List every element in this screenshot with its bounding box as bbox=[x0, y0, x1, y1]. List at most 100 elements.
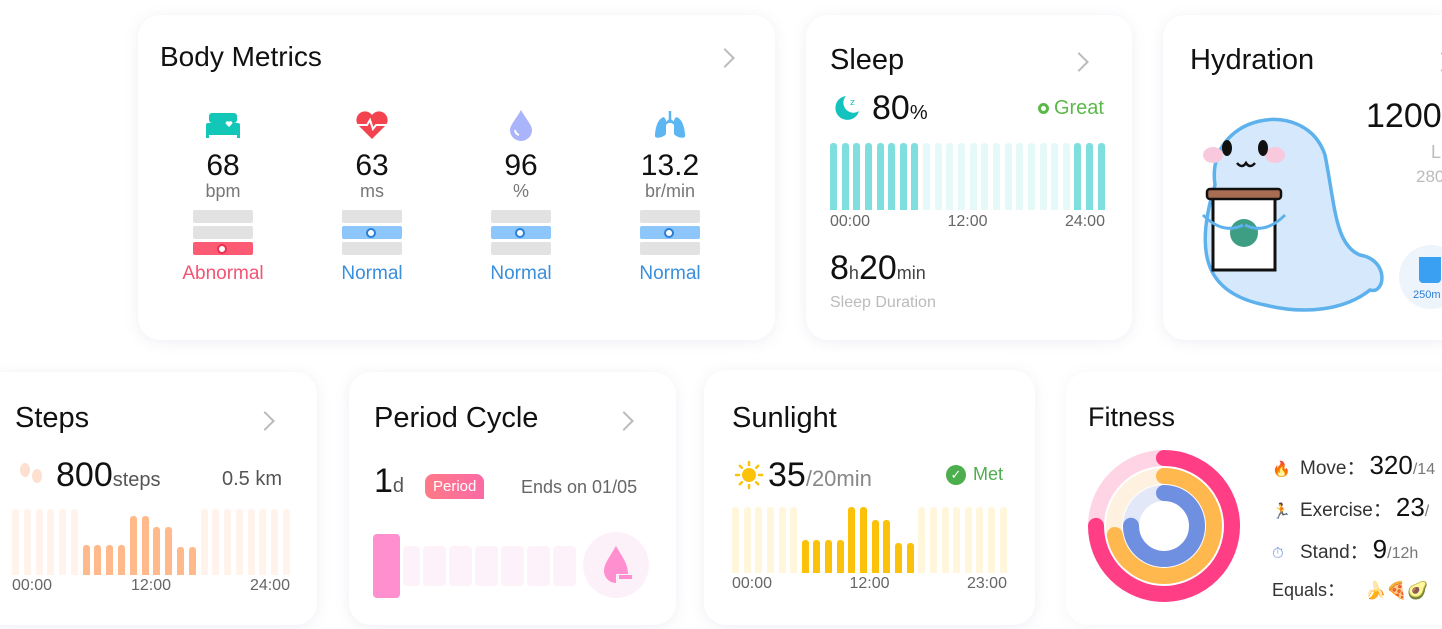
metric-value: 63 bbox=[355, 149, 389, 182]
metric-unit: ms bbox=[360, 181, 384, 201]
steps-bar bbox=[153, 527, 161, 575]
sunlight-bar bbox=[801, 540, 809, 573]
sunlight-bar bbox=[988, 507, 996, 573]
sunlight-bar bbox=[929, 507, 937, 573]
gauge-segment bbox=[640, 226, 700, 239]
period-day-1 bbox=[373, 534, 400, 598]
hydration-unit: L bbox=[1431, 142, 1442, 162]
sunlight-bar bbox=[964, 507, 972, 573]
food-icons: 🍌🍕🥑 bbox=[1365, 581, 1429, 600]
sleep-hours: 8 bbox=[830, 249, 849, 287]
x-tick-label: 00:00 bbox=[830, 213, 871, 230]
gauge-segment bbox=[491, 242, 551, 255]
sleep-bar bbox=[899, 143, 907, 210]
sleep-bar bbox=[1039, 143, 1047, 210]
metric-gauge bbox=[491, 210, 551, 255]
card-title: Sunlight bbox=[732, 402, 837, 434]
steps-bar bbox=[82, 545, 90, 575]
metric-item: 63 ms Normal bbox=[312, 105, 432, 285]
sleep-bar bbox=[1086, 143, 1094, 210]
steps-count: 800steps bbox=[56, 456, 161, 495]
metric-status: Normal bbox=[490, 263, 552, 284]
sleep-rating: Great bbox=[1037, 97, 1104, 120]
sunlight-bar bbox=[766, 507, 774, 573]
add-250ml-button[interactable]: 250m bbox=[1399, 245, 1442, 309]
sunlight-bar bbox=[906, 543, 914, 573]
chevron-right-icon[interactable] bbox=[715, 48, 735, 68]
sleep-bar bbox=[958, 143, 966, 210]
chevron-right-icon[interactable] bbox=[1432, 52, 1442, 72]
sunlight-bar bbox=[732, 507, 739, 573]
fitness-value: 23 bbox=[1395, 492, 1425, 522]
sleep-score-unit: % bbox=[909, 102, 928, 124]
metric-item: 96 % Normal bbox=[461, 105, 581, 285]
sleep-bar bbox=[1051, 143, 1059, 210]
sunlight-minutes: 35 bbox=[768, 456, 806, 494]
chevron-right-icon[interactable] bbox=[1069, 52, 1089, 72]
metric-unit: br/min bbox=[644, 181, 695, 201]
sun-icon bbox=[734, 460, 764, 490]
sleep-bar bbox=[1016, 143, 1024, 210]
steps-bar bbox=[247, 509, 255, 575]
fitness-value: 9 bbox=[1372, 534, 1388, 564]
sunlight-status-label: Met bbox=[973, 464, 1004, 484]
metric-gauge bbox=[342, 210, 402, 255]
gauge-segment bbox=[342, 210, 402, 223]
metric-unit: % bbox=[512, 181, 529, 201]
sunlight-bar bbox=[813, 540, 821, 573]
sleep-score-value: 80 bbox=[872, 89, 910, 127]
metric-value: 13.2 bbox=[640, 149, 700, 182]
steps-bar bbox=[23, 509, 31, 575]
sleep-bar bbox=[841, 143, 849, 210]
steps-bar bbox=[118, 545, 126, 575]
fitness-card[interactable]: Fitness 🔥 Move： 320 /14 🏃 Exercise： 23 /… bbox=[1066, 372, 1442, 625]
sunlight-status: ✓ Met bbox=[946, 464, 1003, 485]
sleep-score: 80% bbox=[872, 89, 928, 128]
x-tick-label: 23:00 bbox=[966, 575, 1007, 592]
fitness-row: 🔥 Move： 320 /14 bbox=[1272, 450, 1435, 481]
sleep-card[interactable]: Sleep z 80% Great 00:00 12:00 24:00 8h20mi… bbox=[806, 15, 1132, 340]
sunlight-bar bbox=[953, 507, 961, 573]
metric-status: Abnormal bbox=[182, 263, 264, 284]
fitness-row: 🏃 Exercise： 23 / bbox=[1272, 492, 1429, 523]
period-days-value: 1 bbox=[374, 462, 393, 500]
metric-unit: bpm bbox=[205, 181, 241, 201]
x-tick-label: 00:00 bbox=[12, 577, 53, 594]
check-circle-icon: ✓ bbox=[946, 464, 966, 485]
card-title: Period Cycle bbox=[374, 402, 539, 434]
sunlight-goal: /20min bbox=[805, 466, 872, 491]
metric-status: Normal bbox=[639, 263, 701, 284]
sleep-bar bbox=[981, 143, 989, 210]
chevron-right-icon[interactable] bbox=[614, 411, 634, 431]
sleep-bar bbox=[946, 143, 954, 210]
steps-bar bbox=[282, 509, 290, 575]
sleep-bar bbox=[969, 143, 977, 210]
fitness-goal: /14 bbox=[1412, 461, 1436, 478]
body-metrics-card[interactable]: Body Metrics 68 bpm Abnormal 63 ms Norma… bbox=[138, 15, 775, 340]
sleep-rating-label: Great bbox=[1053, 97, 1104, 119]
sunlight-bar bbox=[790, 507, 798, 573]
sleep-bar bbox=[1097, 143, 1105, 210]
steps-bar bbox=[47, 509, 55, 575]
sleep-bar bbox=[830, 143, 837, 210]
exercise-ring bbox=[1106, 468, 1222, 584]
steps-bar bbox=[224, 509, 232, 575]
log-period-button[interactable] bbox=[583, 532, 649, 598]
steps-card[interactable]: Steps 800steps 0.5 km 00:00 12:00 24:00 bbox=[0, 372, 317, 625]
steps-bar bbox=[141, 515, 149, 575]
stand-icon: ⏱ bbox=[1272, 545, 1284, 562]
sleep-bar bbox=[992, 143, 1000, 210]
fitness-value: 320 bbox=[1369, 450, 1413, 480]
period-days: 1d bbox=[374, 462, 404, 501]
steps-bar bbox=[259, 509, 267, 575]
period-end-date: Ends on 01/05 bbox=[521, 477, 638, 497]
sunlight-bar bbox=[894, 543, 902, 573]
chevron-right-icon[interactable] bbox=[255, 411, 275, 431]
metric-value: 96 bbox=[504, 149, 538, 182]
steps-bar bbox=[235, 509, 243, 575]
moon-icon: z bbox=[835, 96, 859, 120]
sunlight-card[interactable]: Sunlight 35/20min ✓ Met 00:00 12:00 23:00 bbox=[704, 370, 1035, 625]
period-cycle-card[interactable]: Period Cycle 1d Period Ends on 01/05 bbox=[349, 372, 676, 625]
sunlight-bar bbox=[883, 520, 891, 573]
hydration-card[interactable]: Hydration 1200 L 280 250m bbox=[1163, 15, 1442, 340]
